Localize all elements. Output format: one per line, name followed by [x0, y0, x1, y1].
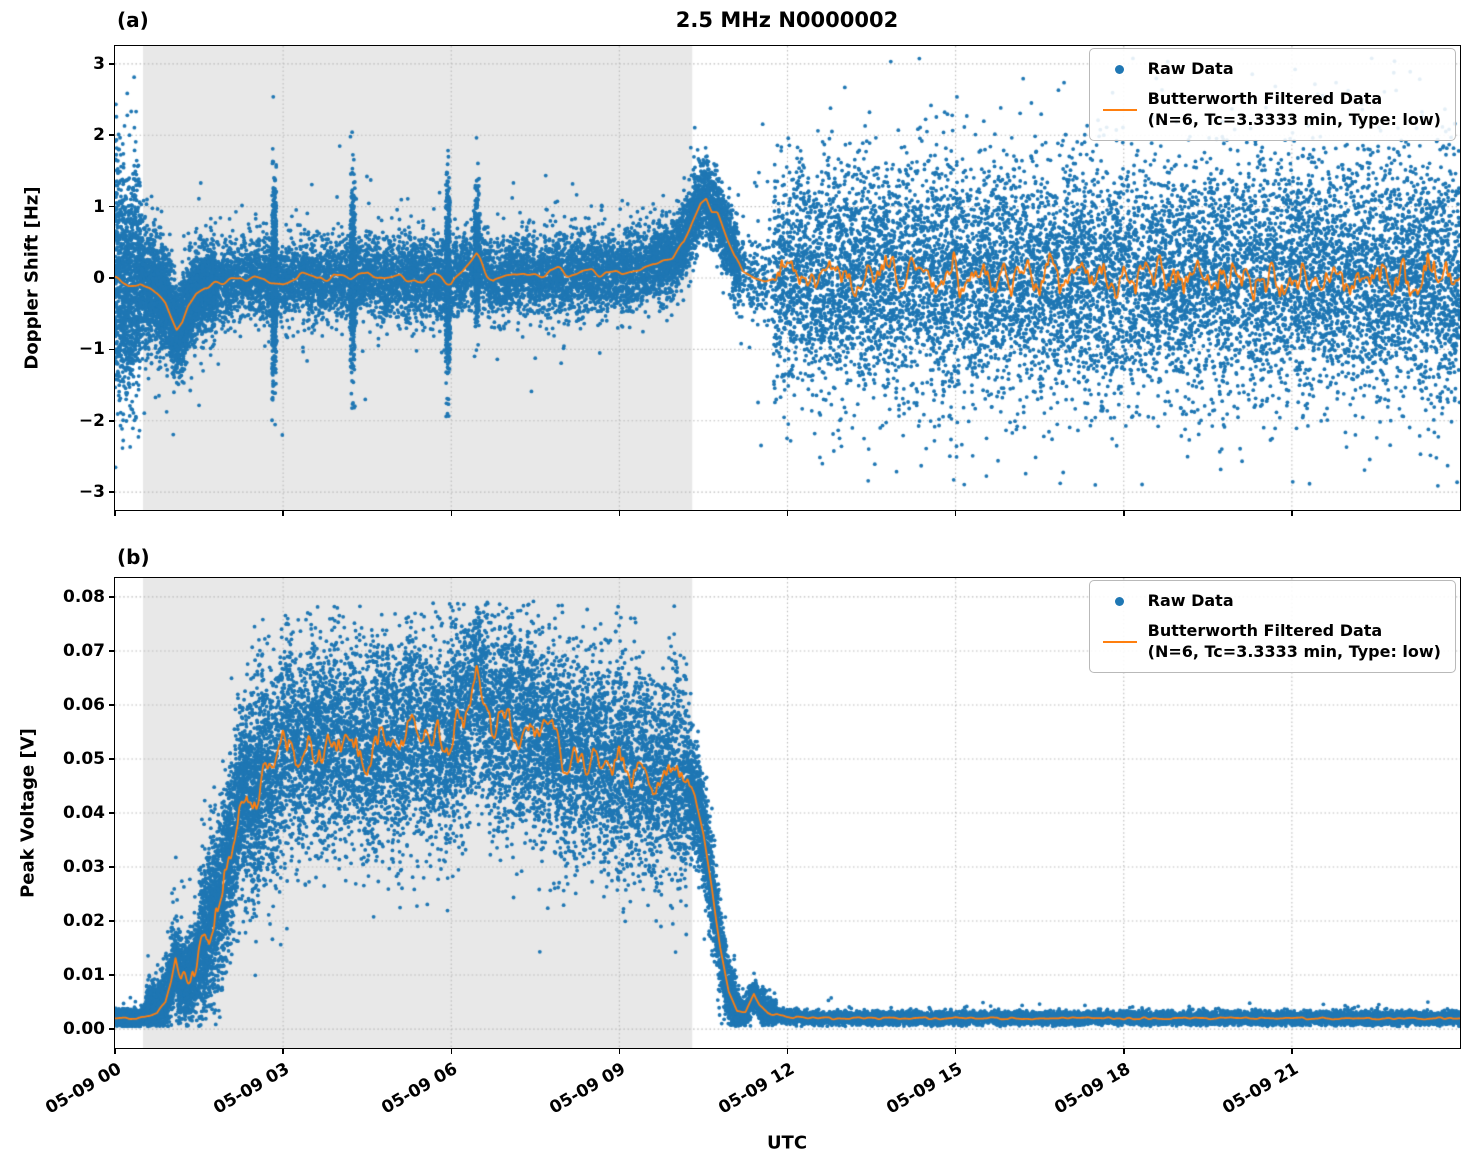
x-tick-mark [450, 510, 452, 516]
y-tick-mark [109, 420, 115, 422]
x-tick-mark [1291, 510, 1293, 516]
y-tick-mark [109, 758, 115, 760]
y-tick-label: 0.07 [63, 640, 105, 661]
x-tick-mark [618, 510, 621, 516]
y-tick-label: 0.04 [63, 803, 105, 823]
y-tick-label: 0.06 [63, 694, 105, 715]
x-tick-label: 05-09 09 [546, 1059, 630, 1119]
legend-filtered-label-line2: (N=6, Tc=3.3333 min, Type: low) [1147, 109, 1441, 129]
legend-panel-a: Raw Data Butterworth Filtered Data (N=6,… [1088, 48, 1456, 142]
y-tick-mark [109, 277, 115, 279]
y-tick-label: −2 [78, 410, 105, 431]
y-tick-label: 0.08 [63, 586, 105, 607]
x-tick-mark [114, 1048, 116, 1054]
legend-panel-b: Raw Data Butterworth Filtered Data (N=6,… [1088, 580, 1456, 674]
y-tick-label: 0.01 [63, 965, 105, 986]
raw-data-dot-icon [1115, 64, 1125, 74]
y-tick-mark [109, 205, 115, 208]
legend-filtered-label-line2: (N=6, Tc=3.3333 min, Type: low) [1147, 641, 1441, 661]
figure-title: 2.5 MHz N0000002 [675, 8, 899, 32]
y-tick-mark [109, 650, 115, 652]
x-tick-mark [1123, 510, 1125, 516]
y-tick-label: 0.05 [63, 748, 105, 769]
x-tick-mark [1123, 1048, 1125, 1054]
legend-filtered-entry: Butterworth Filtered Data (N=6, Tc=3.333… [1100, 621, 1441, 663]
y-tick-mark [109, 348, 115, 351]
y-tick-mark [109, 596, 115, 598]
y-tick-mark [109, 134, 115, 136]
x-tick-mark [954, 1048, 957, 1054]
filtered-marker-wrap [1100, 108, 1140, 111]
legend-raw-entry: Raw Data [1100, 591, 1441, 612]
y-tick-mark [109, 491, 115, 493]
x-tick-mark [282, 510, 284, 516]
panel-a-label: (a) [117, 8, 149, 32]
x-tick-mark [450, 1048, 452, 1054]
legend-raw-entry: Raw Data [1100, 59, 1441, 80]
x-tick-label: 05-09 18 [1051, 1059, 1134, 1119]
y-tick-mark [109, 866, 115, 868]
y-tick-mark [109, 812, 115, 814]
legend-filtered-label-line1: Butterworth Filtered Data [1147, 620, 1383, 640]
legend-raw-label: Raw Data [1147, 591, 1234, 610]
x-tick-label: 05-09 12 [714, 1059, 798, 1119]
y-tick-label: 1 [93, 196, 105, 217]
x-tick-mark [618, 1048, 621, 1054]
legend-filtered-entry: Butterworth Filtered Data (N=6, Tc=3.333… [1100, 89, 1441, 131]
x-tick-label: 05-09 21 [1219, 1059, 1302, 1119]
y-tick-mark [109, 920, 115, 922]
x-tick-mark [786, 1048, 789, 1054]
x-tick-mark [114, 510, 116, 516]
legend-raw-label: Raw Data [1147, 59, 1234, 78]
y-tick-mark [109, 704, 115, 706]
filtered-line-icon [1102, 108, 1137, 111]
panel-b-label: (b) [117, 545, 150, 569]
raw-marker-wrap [1100, 596, 1140, 606]
y-axis-label-voltage: Peak Voltage [V] [17, 728, 39, 898]
y-axis-label-doppler: Doppler Shift [Hz] [21, 186, 43, 370]
x-axis-label: UTC [766, 1132, 808, 1154]
filtered-line-icon [1102, 640, 1137, 643]
y-tick-label: 0.03 [63, 857, 105, 878]
x-tick-label: 05-09 03 [210, 1059, 294, 1119]
legend-filtered-label: Butterworth Filtered Data (N=6, Tc=3.333… [1148, 621, 1441, 663]
x-tick-label: 05-09 06 [378, 1059, 462, 1119]
x-tick-label: 05-09 00 [42, 1059, 125, 1119]
x-tick-mark [1291, 1048, 1293, 1054]
y-tick-label: 2 [93, 125, 105, 146]
y-tick-label: 0.00 [63, 1019, 105, 1040]
raw-data-dot-icon [1115, 596, 1125, 606]
legend-filtered-label: Butterworth Filtered Data (N=6, Tc=3.333… [1148, 89, 1441, 131]
y-tick-label: 3 [93, 53, 105, 74]
x-tick-mark [282, 1048, 284, 1054]
y-tick-label: 0 [93, 268, 105, 288]
y-tick-label: −3 [78, 482, 105, 503]
y-tick-label: −1 [78, 339, 105, 360]
filtered-marker-wrap [1100, 640, 1140, 643]
y-tick-mark [109, 974, 115, 976]
y-tick-label: 0.02 [63, 911, 105, 932]
x-tick-mark [954, 510, 957, 516]
legend-filtered-label-line1: Butterworth Filtered Data [1147, 88, 1383, 108]
y-tick-mark [109, 63, 115, 65]
x-tick-label: 05-09 15 [882, 1059, 966, 1119]
y-tick-mark [109, 1028, 115, 1030]
x-tick-mark [786, 510, 789, 516]
raw-marker-wrap [1100, 64, 1140, 74]
